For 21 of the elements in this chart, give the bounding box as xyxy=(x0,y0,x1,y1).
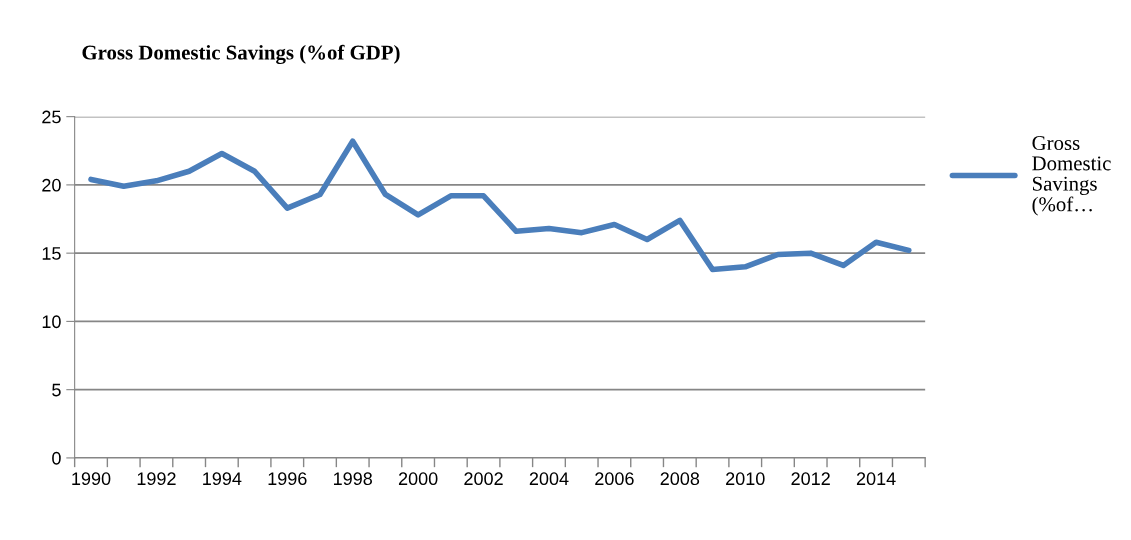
y-tick-label: 5 xyxy=(52,383,61,397)
x-tick-label: 2000 xyxy=(398,472,438,486)
x-tick-label: 1992 xyxy=(137,472,176,486)
x-tick-label: 2010 xyxy=(726,472,765,486)
x-tick-label: 2014 xyxy=(856,472,896,486)
x-tick-label: 1994 xyxy=(203,472,242,486)
x-tick-label: 2004 xyxy=(529,472,569,486)
x-tick-label: 1996 xyxy=(268,472,307,486)
x-tick-label: 1990 xyxy=(72,472,111,486)
y-tick-label: 0 xyxy=(52,451,61,465)
legend-label: Gross Domestic Savings (%of… xyxy=(1032,136,1111,216)
x-tick-label: 2012 xyxy=(791,472,830,486)
x-tick-label: 2008 xyxy=(660,472,700,486)
x-tick-label: 2002 xyxy=(464,472,503,486)
chart-title: Gross Domestic Savings (%of GDP) xyxy=(82,44,400,64)
y-tick-label: 10 xyxy=(42,315,61,329)
x-tick-label: 1998 xyxy=(333,472,372,486)
y-tick-label: 15 xyxy=(42,247,61,260)
y-tick-label: 25 xyxy=(42,110,61,124)
y-tick-label: 20 xyxy=(42,178,61,192)
x-tick-label: 2006 xyxy=(595,472,634,486)
